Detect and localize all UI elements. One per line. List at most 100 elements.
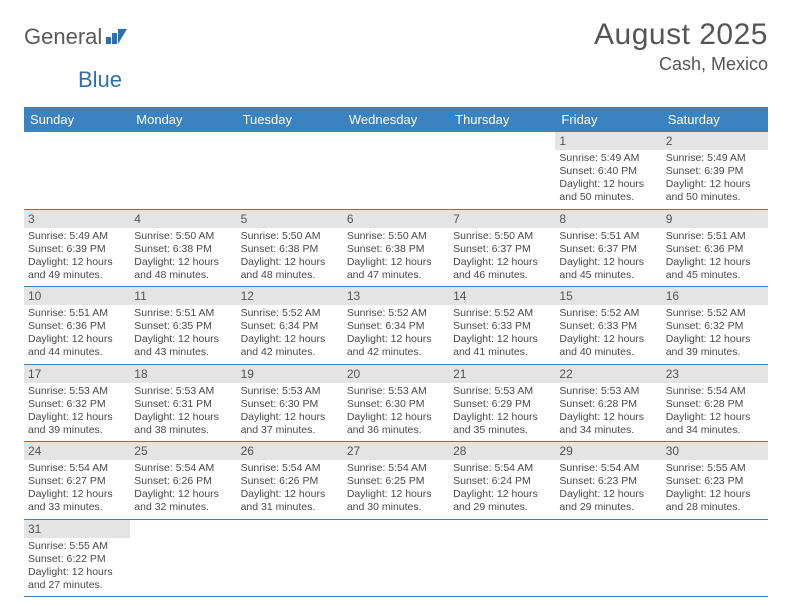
sunset: Sunset: 6:34 PM (241, 320, 339, 333)
sunset: Sunset: 6:38 PM (134, 243, 232, 256)
sunset: Sunset: 6:23 PM (559, 475, 657, 488)
day-details: Sunrise: 5:54 AMSunset: 6:26 PMDaylight:… (237, 460, 343, 519)
sunrise: Sunrise: 5:51 AM (559, 230, 657, 243)
daylight: Daylight: 12 hours and 32 minutes. (134, 488, 232, 514)
day-number: 27 (343, 442, 449, 461)
sunset: Sunset: 6:23 PM (666, 475, 764, 488)
day-number-row: 24252627282930 (24, 442, 768, 461)
day-details: Sunrise: 5:50 AMSunset: 6:38 PMDaylight:… (237, 228, 343, 287)
month-title: August 2025 (594, 18, 768, 52)
day-details: Sunrise: 5:50 AMSunset: 6:38 PMDaylight:… (130, 228, 236, 287)
sunrise: Sunrise: 5:53 AM (559, 385, 657, 398)
daylight: Daylight: 12 hours and 46 minutes. (453, 256, 551, 282)
sunset: Sunset: 6:34 PM (347, 320, 445, 333)
sunrise: Sunrise: 5:50 AM (347, 230, 445, 243)
day-number: 1 (555, 132, 661, 150)
day-details-row: Sunrise: 5:55 AMSunset: 6:22 PMDaylight:… (24, 538, 768, 597)
day-number-row: 12 (24, 132, 768, 150)
sunrise: Sunrise: 5:54 AM (28, 462, 126, 475)
daylight: Daylight: 12 hours and 38 minutes. (134, 411, 232, 437)
sunset: Sunset: 6:30 PM (241, 398, 339, 411)
day-details (237, 538, 343, 597)
sunrise: Sunrise: 5:50 AM (134, 230, 232, 243)
day-details (555, 538, 661, 597)
sunrise: Sunrise: 5:51 AM (666, 230, 764, 243)
day-details: Sunrise: 5:52 AMSunset: 6:33 PMDaylight:… (449, 305, 555, 364)
daylight: Daylight: 12 hours and 34 minutes. (666, 411, 764, 437)
day-details: Sunrise: 5:50 AMSunset: 6:37 PMDaylight:… (449, 228, 555, 287)
day-details (130, 538, 236, 597)
sunset: Sunset: 6:24 PM (453, 475, 551, 488)
daylight: Daylight: 12 hours and 49 minutes. (28, 256, 126, 282)
sunrise: Sunrise: 5:54 AM (559, 462, 657, 475)
sunset: Sunset: 6:39 PM (28, 243, 126, 256)
day-number-row: 3456789 (24, 209, 768, 228)
day-number (449, 519, 555, 538)
day-number (343, 132, 449, 150)
sunset: Sunset: 6:26 PM (134, 475, 232, 488)
calendar-table: SundayMondayTuesdayWednesdayThursdayFrid… (24, 107, 768, 597)
sunrise: Sunrise: 5:51 AM (28, 307, 126, 320)
day-number: 3 (24, 209, 130, 228)
daylight: Daylight: 12 hours and 36 minutes. (347, 411, 445, 437)
sunset: Sunset: 6:36 PM (28, 320, 126, 333)
day-number: 5 (237, 209, 343, 228)
day-details-row: Sunrise: 5:49 AMSunset: 6:39 PMDaylight:… (24, 228, 768, 287)
sunrise: Sunrise: 5:55 AM (666, 462, 764, 475)
day-number: 28 (449, 442, 555, 461)
day-details (343, 150, 449, 209)
day-details-row: Sunrise: 5:49 AMSunset: 6:40 PMDaylight:… (24, 150, 768, 209)
sunrise: Sunrise: 5:53 AM (453, 385, 551, 398)
day-number: 19 (237, 364, 343, 383)
daylight: Daylight: 12 hours and 29 minutes. (453, 488, 551, 514)
sunset: Sunset: 6:22 PM (28, 553, 126, 566)
sunset: Sunset: 6:30 PM (347, 398, 445, 411)
daylight: Daylight: 12 hours and 29 minutes. (559, 488, 657, 514)
day-number: 23 (662, 364, 768, 383)
day-details: Sunrise: 5:52 AMSunset: 6:33 PMDaylight:… (555, 305, 661, 364)
sunrise: Sunrise: 5:55 AM (28, 540, 126, 553)
sunrise: Sunrise: 5:52 AM (666, 307, 764, 320)
day-details: Sunrise: 5:53 AMSunset: 6:30 PMDaylight:… (343, 383, 449, 442)
daylight: Daylight: 12 hours and 31 minutes. (241, 488, 339, 514)
day-number: 22 (555, 364, 661, 383)
day-number (449, 132, 555, 150)
day-number: 18 (130, 364, 236, 383)
sunrise: Sunrise: 5:52 AM (241, 307, 339, 320)
brand-general: General (24, 24, 102, 50)
sunrise: Sunrise: 5:52 AM (347, 307, 445, 320)
sunset: Sunset: 6:33 PM (453, 320, 551, 333)
sunrise: Sunrise: 5:49 AM (559, 152, 657, 165)
day-number: 21 (449, 364, 555, 383)
sunrise: Sunrise: 5:54 AM (241, 462, 339, 475)
day-details (449, 538, 555, 597)
daylight: Daylight: 12 hours and 48 minutes. (134, 256, 232, 282)
daylight: Daylight: 12 hours and 34 minutes. (559, 411, 657, 437)
day-number: 8 (555, 209, 661, 228)
day-number: 14 (449, 287, 555, 306)
sunrise: Sunrise: 5:53 AM (134, 385, 232, 398)
day-number: 20 (343, 364, 449, 383)
day-number: 4 (130, 209, 236, 228)
day-details: Sunrise: 5:54 AMSunset: 6:27 PMDaylight:… (24, 460, 130, 519)
brand-logo: General (24, 18, 130, 50)
daylight: Daylight: 12 hours and 39 minutes. (28, 411, 126, 437)
day-number: 6 (343, 209, 449, 228)
day-number-row: 31 (24, 519, 768, 538)
sunset: Sunset: 6:32 PM (28, 398, 126, 411)
daylight: Daylight: 12 hours and 50 minutes. (559, 178, 657, 204)
daylight: Daylight: 12 hours and 45 minutes. (559, 256, 657, 282)
daylight: Daylight: 12 hours and 41 minutes. (453, 333, 551, 359)
weekday-header: Saturday (662, 107, 768, 132)
day-details: Sunrise: 5:55 AMSunset: 6:22 PMDaylight:… (24, 538, 130, 597)
day-number (24, 132, 130, 150)
daylight: Daylight: 12 hours and 35 minutes. (453, 411, 551, 437)
day-details: Sunrise: 5:53 AMSunset: 6:30 PMDaylight:… (237, 383, 343, 442)
day-number: 13 (343, 287, 449, 306)
sunrise: Sunrise: 5:50 AM (241, 230, 339, 243)
day-number: 30 (662, 442, 768, 461)
day-number: 29 (555, 442, 661, 461)
day-details: Sunrise: 5:53 AMSunset: 6:28 PMDaylight:… (555, 383, 661, 442)
day-number: 11 (130, 287, 236, 306)
day-details (343, 538, 449, 597)
